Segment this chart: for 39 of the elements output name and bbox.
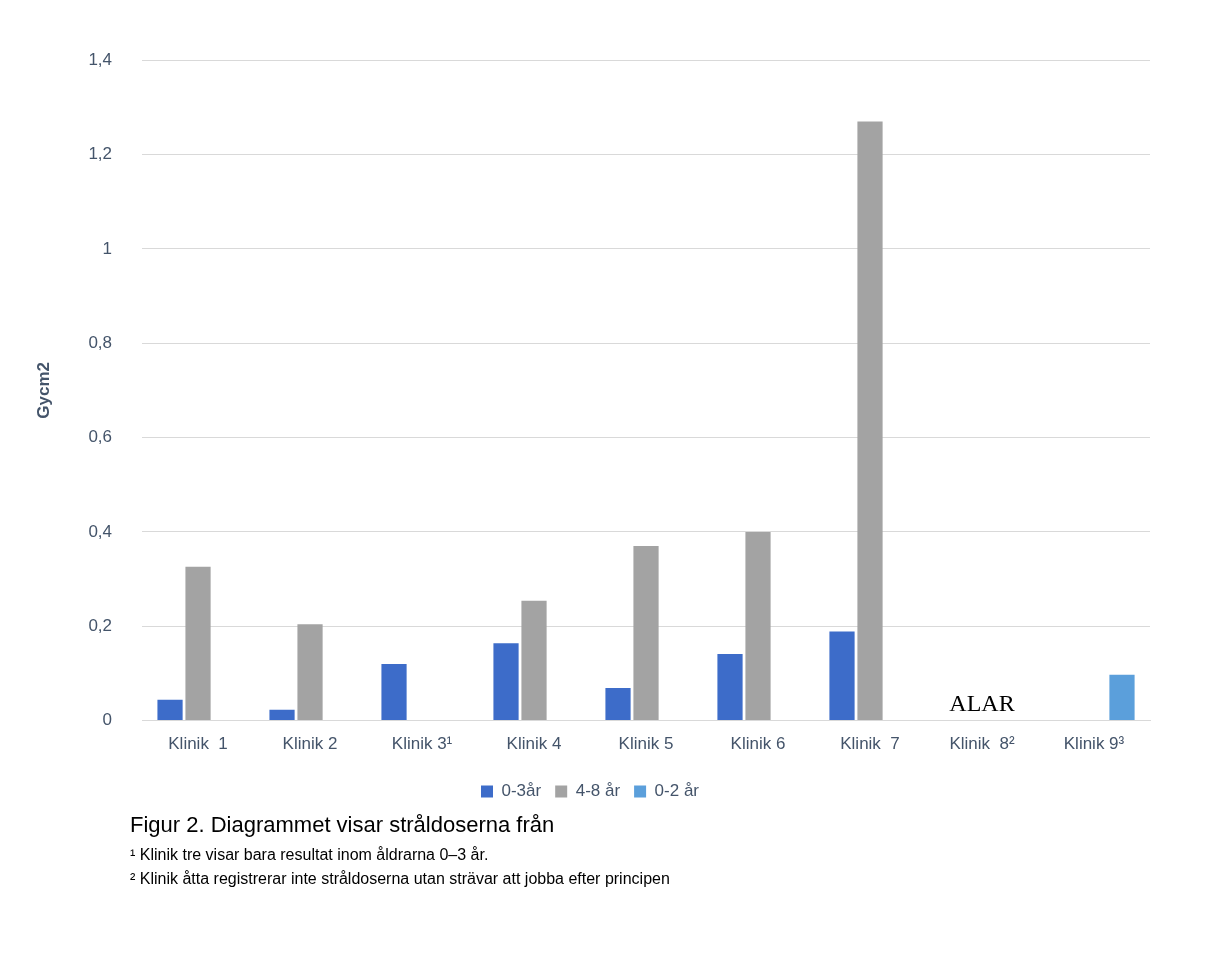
bar	[493, 643, 519, 721]
x-tick-label: Klinik 6	[730, 734, 786, 754]
bar	[829, 631, 855, 721]
annotation: ALAR	[949, 689, 1015, 716]
y-tick-label: 0	[102, 710, 113, 730]
bar	[157, 699, 183, 721]
y-tick-label: 0,6	[88, 427, 113, 447]
y-tick-label: 1	[102, 238, 113, 258]
bar	[605, 688, 631, 721]
legend-label: 0-3år	[501, 781, 542, 801]
text: ² Klinik åtta registrerar inte stråldoserna utan strävar att jobba efter principen	[130, 870, 670, 888]
bar	[381, 663, 407, 721]
x-tick-label: Klinik 9³	[1063, 734, 1125, 754]
x-tick-label: Klinik 2	[282, 734, 338, 754]
x-tick-label: Klinik 8²	[949, 734, 1015, 754]
bar	[717, 654, 743, 721]
y-tick-label: 0,4	[88, 521, 113, 541]
y-tick-label: 1,2	[88, 144, 113, 164]
text: Figur 2. Diagrammet visar stråldoserna från	[130, 812, 556, 838]
x-tick-label: Klinik 7	[840, 734, 900, 754]
y-axis-title: Gycm2	[33, 362, 53, 419]
bar	[633, 546, 659, 721]
x-tick-label: Klinik 3¹	[391, 734, 453, 754]
x-tick-label: Klinik 4	[506, 734, 562, 754]
y-tick-label: 0,2	[88, 615, 113, 635]
text: ¹ Klinik tre visar bara resultat inom åldrarna 0–3 år.	[130, 846, 490, 864]
bar	[297, 624, 323, 721]
bar	[857, 121, 883, 721]
bar	[185, 566, 211, 721]
bar	[745, 531, 771, 721]
legend-label: 4-8 år	[575, 781, 621, 801]
x-tick-label: Klinik 1	[168, 734, 228, 754]
y-tick-label: 1,4	[88, 49, 113, 69]
legend-label: 0-2 år	[654, 781, 700, 801]
y-tick-label: 0,8	[88, 332, 113, 352]
x-tick-label: Klinik 5	[618, 734, 674, 754]
bar	[1109, 674, 1135, 721]
bar	[269, 709, 295, 721]
bar	[521, 600, 547, 721]
